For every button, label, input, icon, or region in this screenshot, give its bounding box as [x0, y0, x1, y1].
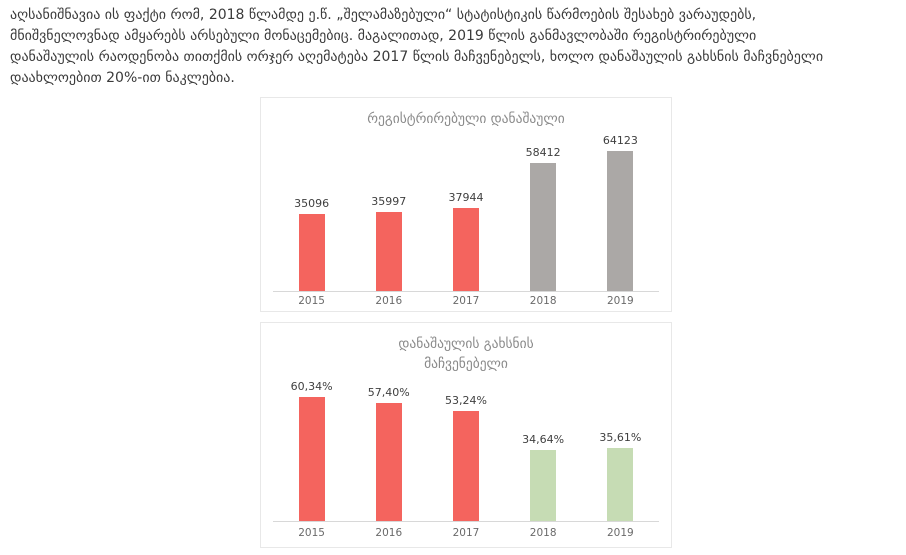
bar-2018: [530, 163, 557, 291]
chart-title-line: დანაშაულის გახსნის: [398, 336, 534, 352]
chart-title: დანაშაულის გახსნის მაჩვენებელი: [261, 334, 671, 374]
x-tick-label: 2016: [375, 527, 403, 539]
bar-2016: [375, 212, 402, 291]
bar-2018: [530, 450, 557, 521]
crime-detection-rate-chart: დანაშაულის გახსნის მაჩვენებელი 60,34% 57,4…: [260, 322, 672, 548]
x-axis-labels: 2015 2016 2017 2018 2019: [273, 527, 659, 539]
bar-column: 37944: [427, 191, 504, 291]
bar-2016: [375, 403, 402, 521]
data-label: 64123: [602, 134, 638, 147]
bar-2017: [452, 208, 479, 291]
plot-area: 35096 35997 37944 58412 64123: [273, 121, 659, 292]
bar-column: 58412: [505, 146, 582, 291]
bar-column: 34,64%: [505, 433, 582, 521]
bar-column: 35096: [273, 197, 350, 291]
data-label: 35997: [371, 195, 407, 208]
x-tick-label: 2018: [529, 527, 557, 539]
bar-column: 60,34%: [273, 380, 350, 521]
data-label: 35096: [294, 197, 330, 210]
data-label: 35,61%: [599, 431, 642, 444]
intro-paragraph: აღსანიშნავია ის ფაქტი რომ, 2018 წლამდე ე…: [10, 5, 898, 89]
x-tick-label: 2017: [452, 295, 480, 307]
data-label: 53,24%: [444, 394, 487, 407]
data-label: 60,34%: [290, 380, 333, 393]
chart-title-line: რეგისტრირებული დანაშაული: [367, 111, 565, 127]
x-tick-label: 2018: [529, 295, 557, 307]
bar-column: 35,61%: [582, 431, 659, 521]
paragraph-line: დაახლოებით 20%-ით ნაკლებია.: [10, 70, 235, 86]
bar-column: 35997: [350, 195, 427, 291]
bar-column: 57,40%: [350, 386, 427, 521]
bar-column: 64123: [582, 134, 659, 291]
paragraph-line: მნიშვნელოვნად ამყარებს არსებული მონაცემე…: [10, 28, 757, 44]
chart-title-line: მაჩვენებელი: [424, 356, 508, 372]
bar-2017: [452, 411, 479, 521]
data-label: 57,40%: [367, 386, 410, 399]
data-label: 37944: [448, 191, 484, 204]
bar-2019: [607, 448, 634, 521]
paragraph-line: დანაშაულის რაოდენობა თითქმის ორჯერ აღემა…: [10, 49, 824, 65]
bar-2015: [298, 214, 325, 291]
paragraph-line: აღსანიშნავია ის ფაქტი რომ, 2018 წლამდე ე…: [10, 7, 757, 23]
chart-title: რეგისტრირებული დანაშაული: [261, 109, 671, 129]
x-tick-label: 2016: [375, 295, 403, 307]
data-label: 58412: [525, 146, 561, 159]
bar-column: 53,24%: [427, 394, 504, 521]
plot-area: 60,34% 57,40% 53,24% 34,64% 35,61%: [273, 371, 659, 522]
bar-2019: [607, 151, 634, 291]
registered-crime-chart: რეგისტრირებული დანაშაული 35096 35997 37944…: [260, 97, 672, 312]
x-axis-labels: 2015 2016 2017 2018 2019: [273, 295, 659, 307]
bar-2015: [298, 397, 325, 521]
x-tick-label: 2019: [606, 295, 634, 307]
x-tick-label: 2017: [452, 527, 480, 539]
x-tick-label: 2019: [606, 527, 634, 539]
x-tick-label: 2015: [298, 295, 325, 307]
data-label: 34,64%: [522, 433, 565, 446]
x-tick-label: 2015: [298, 527, 325, 539]
